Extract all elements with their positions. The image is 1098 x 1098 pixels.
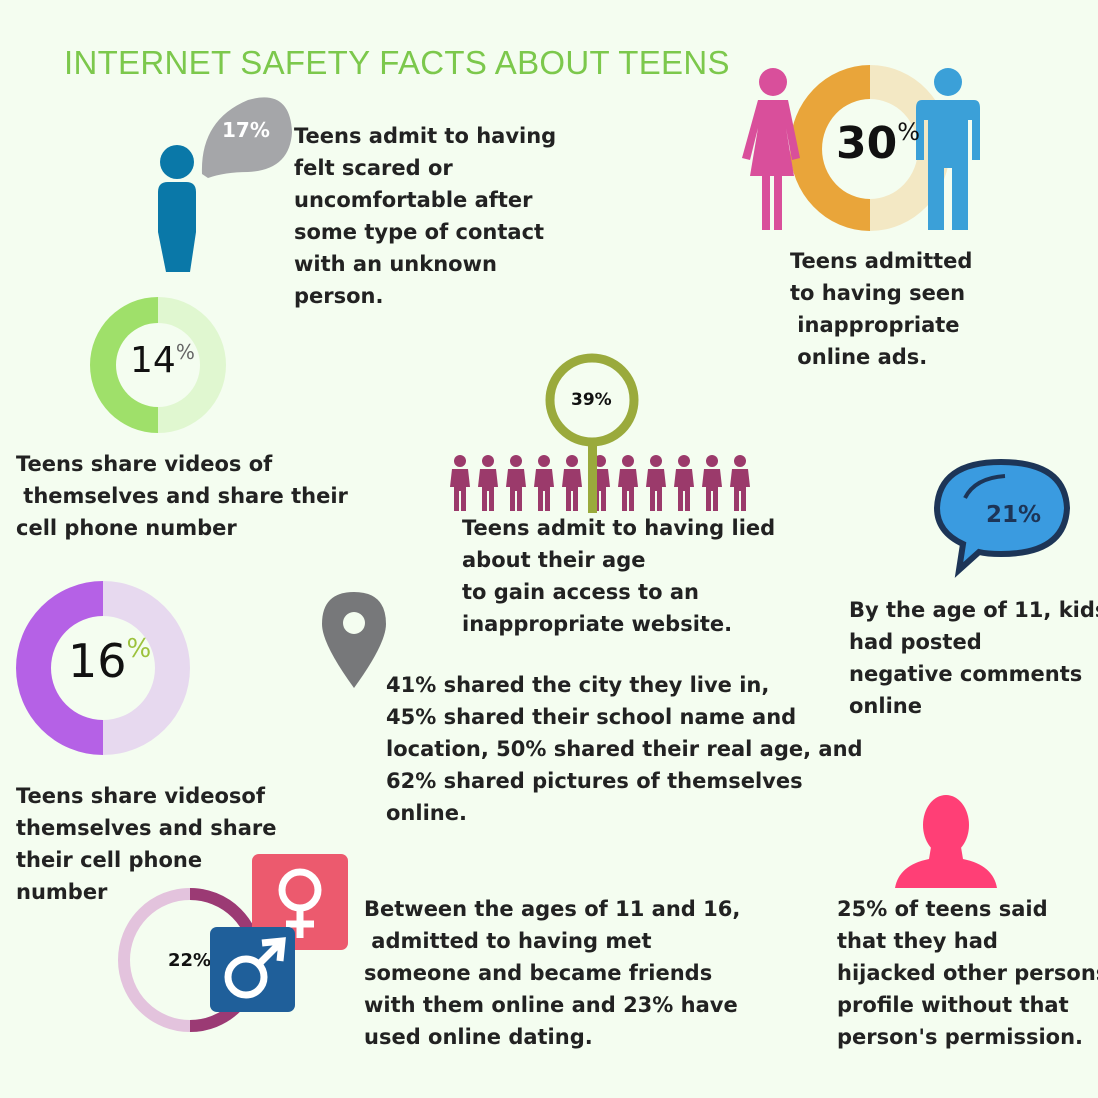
page-title: INTERNET SAFETY FACTS ABOUT TEENS [64,44,730,81]
speech-bubble-icon [933,458,1071,578]
fact-text-age: Teens admit to having lied about their a… [462,516,776,636]
fact-text-videos-1: Teens share videos of themselves and sha… [16,452,348,540]
donut-14 [90,297,226,433]
person-figure [646,455,666,511]
fact-text-comments: By the age of 11, kids had posted negati… [849,598,1098,718]
stat-21: 21% [986,502,1042,528]
fact-text-videos-2: Teens share videosof themselves and shar… [16,784,277,904]
man-icon [916,68,980,230]
magnifier-icon [545,353,639,513]
stat-14: 14% [130,340,195,381]
person-figure [562,455,582,511]
person-figure [618,455,638,511]
stat-17: 17% [222,118,270,142]
person-figure [674,455,694,511]
fact-text-ads: Teens admitted to having seen inappropri… [790,249,973,369]
person-figure [730,455,750,511]
person-figure [702,455,722,511]
male-symbol-icon [210,927,295,1012]
person-figure [478,455,498,511]
stat-39: 39% [571,390,612,410]
stat-30: 30% [836,118,921,169]
female-symbol-icon [252,854,348,950]
person-speech-bubble-icon [158,97,292,272]
map-pin-icon [322,592,386,688]
stat-22: 22% [168,950,212,971]
person-figure [506,455,526,511]
people-row-icon [450,455,750,511]
person-figure [450,455,470,511]
fact-text-met: Between the ages of 11 and 16, admitted … [364,897,741,1049]
donut-16 [16,581,190,755]
person-figure [534,455,554,511]
fact-text-scared: Teens admit to having felt scared or unc… [294,124,557,308]
woman-icon [742,68,800,230]
person-silhouette-icon [895,795,997,888]
fact-text-hijacked: 25% of teens said that they had hijacked… [837,897,1098,1049]
fact-text-shared: 41% shared the city they live in, 45% sh… [386,673,863,825]
stat-16: 16% [68,634,152,688]
